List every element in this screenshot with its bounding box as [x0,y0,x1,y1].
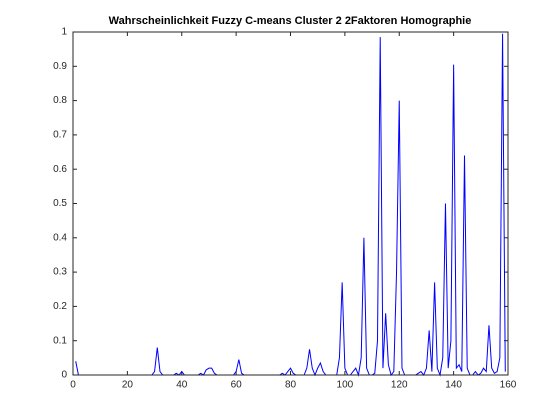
chart-title: Wahrscheinlichkeit Fuzzy C-means Cluster… [109,15,472,27]
y-tick-label: 0.6 [53,164,67,175]
x-tick-label: 160 [500,380,517,391]
y-tick-label: 0.1 [53,335,67,346]
y-tick-label: 0.7 [53,130,67,141]
y-tick-label: 0.3 [53,267,67,278]
y-tick-label: 1 [61,27,67,38]
x-tick-label: 60 [231,380,243,391]
plot-area [73,32,508,375]
y-tick-label: 0 [61,370,67,381]
y-tick-label: 0.9 [53,61,67,72]
y-tick-label: 0.8 [53,95,67,106]
x-tick-label: 80 [285,380,297,391]
x-tick-label: 0 [70,380,76,391]
y-tick-label: 0.5 [53,198,67,209]
y-tick-label: 0.2 [53,301,67,312]
x-tick-label: 100 [337,380,354,391]
x-tick-label: 120 [391,380,408,391]
axes-box [72,31,509,376]
x-tick-label: 140 [445,380,462,391]
x-tick-label: 40 [176,380,188,391]
y-tick-label: 0.4 [53,232,67,243]
x-tick-label: 20 [122,380,134,391]
